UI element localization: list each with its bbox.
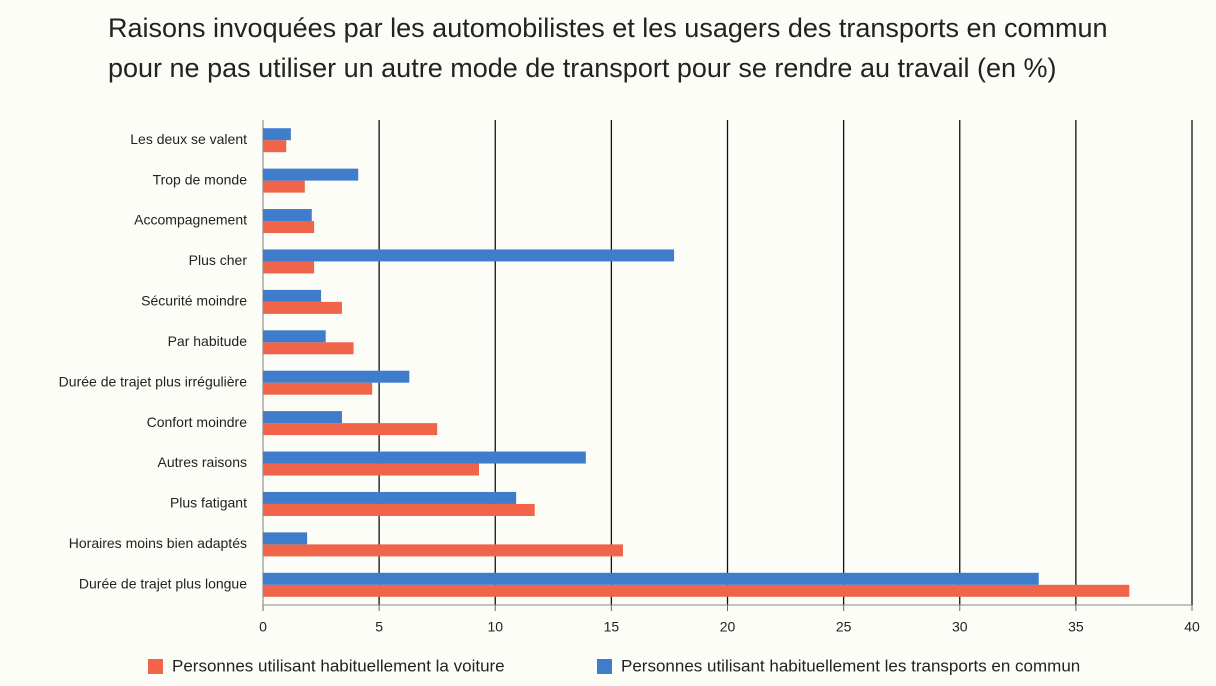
bar [263,301,342,314]
bar [263,330,326,343]
chart-title: Raisons invoquées par les automobilistes… [108,13,1108,43]
y-tick-label: Durée de trajet plus longue [79,575,247,591]
bar [263,532,308,545]
bar [263,249,675,262]
y-tick-label: Plus fatigant [170,495,247,511]
y-tick-label: Les deux se valent [130,131,247,147]
y-tick-label: Durée de trajet plus irrégulière [59,373,248,389]
y-tick-label: Par habitude [168,333,248,349]
bar [263,503,535,516]
bar [263,180,305,193]
bar [263,289,322,302]
bar [263,584,1130,597]
x-tick-label: 10 [487,619,503,635]
x-tick-label: 15 [604,619,620,635]
bar [263,544,623,557]
legend-label: Personnes utilisant habituellement les t… [621,656,1080,675]
legend-label: Personnes utilisant habituellement la vo… [172,656,505,675]
bar [263,382,373,395]
x-tick-label: 25 [836,619,852,635]
y-tick-label: Autres raisons [158,454,247,470]
legend-swatch [148,659,163,674]
y-tick-label: Trop de monde [153,171,248,187]
y-tick-label: Sécurité moindre [141,293,247,309]
bar [263,423,438,436]
y-tick-label: Accompagnement [134,212,247,228]
y-tick-label: Confort moindre [147,414,248,430]
x-tick-label: 0 [259,619,267,635]
bar [263,221,315,234]
bar [263,128,291,141]
bar [263,491,517,504]
x-tick-label: 40 [1184,619,1200,635]
bar [263,451,586,464]
bar [263,572,1039,585]
x-tick-label: 35 [1068,619,1084,635]
y-tick-label: Plus cher [189,252,248,268]
bar [263,168,359,181]
bar [263,463,479,476]
bar [263,209,312,222]
legend-swatch [597,659,612,674]
chart-title: pour ne pas utiliser un autre mode de tr… [108,53,1057,83]
x-tick-label: 20 [720,619,736,635]
y-tick-label: Horaires moins bien adaptés [69,535,247,551]
bar [263,370,410,383]
bar [263,261,315,274]
x-tick-label: 30 [952,619,968,635]
bar [263,411,342,424]
bar [263,342,354,355]
x-tick-label: 5 [375,619,383,635]
bar [263,140,287,153]
